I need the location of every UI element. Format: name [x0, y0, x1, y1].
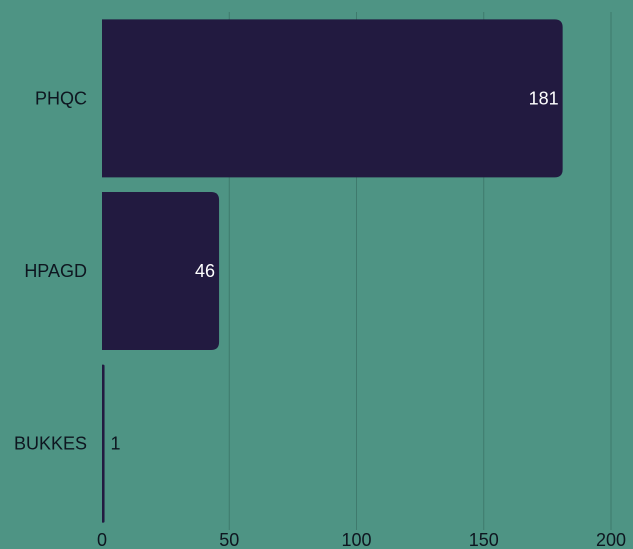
- category-label-phqc: PHQC: [35, 88, 87, 108]
- x-tick-label-50: 50: [219, 530, 239, 549]
- value-label-phqc: 181: [529, 88, 559, 108]
- x-tick-label-0: 0: [97, 530, 107, 549]
- value-label-hpagd: 46: [195, 261, 215, 281]
- bar-hpagd: [102, 192, 220, 350]
- bar-phqc: [102, 19, 563, 178]
- x-tick-label-150: 150: [469, 530, 499, 549]
- category-label-bukkes: BUKKES: [14, 434, 87, 454]
- x-tick-label-200: 200: [596, 530, 626, 549]
- bars: [102, 19, 563, 523]
- labels: 0 50 100 150 200 PHQC 181 HPAGD 46 BUKKES 1: [14, 88, 626, 549]
- bar-bukkes: [102, 364, 105, 523]
- category-label-hpagd: HPAGD: [24, 261, 87, 281]
- value-label-bukkes: 1: [111, 434, 121, 454]
- x-tick-label-100: 100: [341, 530, 371, 549]
